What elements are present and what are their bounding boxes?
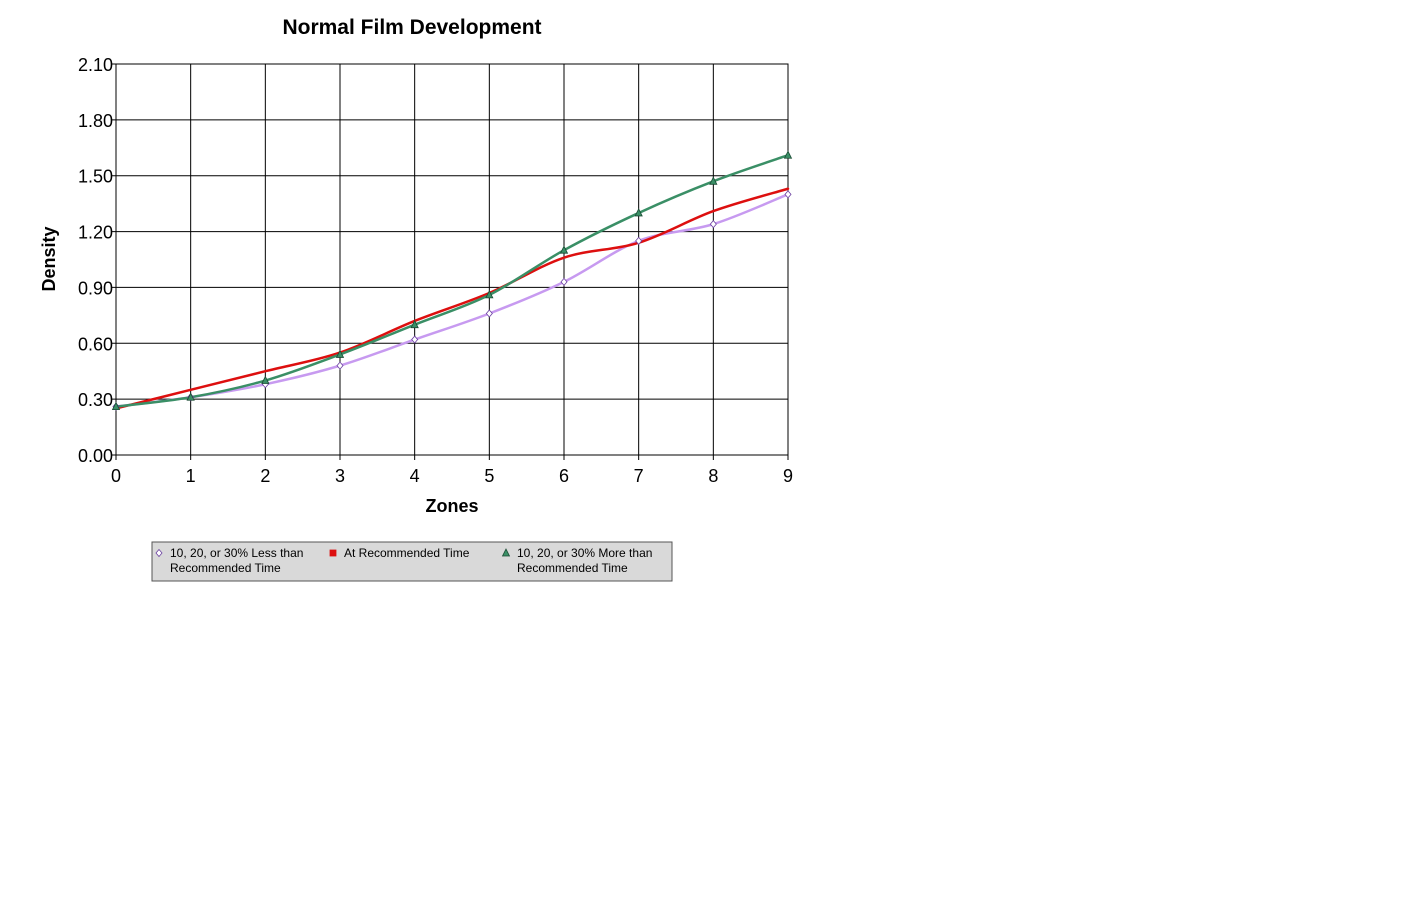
data-point-more-time: [111, 401, 121, 410]
data-point-more-time: [783, 150, 793, 159]
x-tick-label: 3: [335, 466, 345, 486]
x-axis-tick-labels: 0 1 2 3 4 5 6 7 8 9: [111, 466, 793, 486]
series-lines: [114, 153, 790, 410]
data-point-more-time: [559, 245, 569, 254]
legend-label-less-time: 10, 20, or 30% Less than: [170, 546, 303, 560]
data-point-less-time: [709, 220, 717, 229]
y-tick-label: 0.60: [78, 334, 113, 354]
series-markers: [111, 150, 793, 411]
y-tick-label: 1.80: [78, 111, 113, 131]
y-tick-label: 0.90: [78, 278, 113, 298]
y-tick-label: 0.00: [78, 446, 113, 466]
data-point-more-time: [485, 289, 494, 299]
legend-label-more-time: Recommended Time: [517, 561, 628, 575]
x-tick-label: 8: [708, 466, 718, 486]
y-tick-label: 1.20: [78, 223, 113, 243]
data-point-less-time: [784, 190, 792, 199]
x-tick-label: 0: [111, 466, 121, 486]
plot-area: [115, 63, 789, 456]
series-line-recommended-time: [114, 187, 790, 410]
x-tick-label: 7: [634, 466, 644, 486]
data-point-more-time: [634, 208, 643, 217]
data-point-less-time: [485, 309, 493, 318]
plot-grid: [111, 63, 789, 460]
y-axis-title: Density: [39, 226, 59, 291]
legend-marker-recommended-time: [329, 549, 337, 557]
data-point-less-time: [411, 335, 419, 344]
legend-label-less-time: Recommended Time: [170, 561, 281, 575]
series-line-less-time: [114, 193, 790, 408]
x-tick-label: 2: [260, 466, 270, 486]
x-tick-label: 6: [559, 466, 569, 486]
data-point-more-time: [335, 349, 345, 358]
x-axis-title: Zones: [425, 496, 478, 516]
x-tick-label: 4: [410, 466, 420, 486]
legend-marker-more-time: [501, 548, 511, 557]
legend-label-recommended-time: At Recommended Time: [344, 546, 470, 560]
chart-title: Normal Film Development: [282, 16, 541, 39]
y-tick-label: 2.10: [78, 55, 113, 75]
data-point-less-time: [560, 277, 568, 286]
data-point-less-time: [336, 361, 344, 370]
data-point-more-time: [709, 176, 718, 185]
data-point-more-time: [186, 392, 195, 401]
series-line-more-time: [114, 153, 790, 408]
x-tick-label: 9: [783, 466, 793, 486]
data-point-less-time: [635, 236, 643, 245]
x-tick-label: 5: [484, 466, 494, 486]
legend-marker-less-time: [155, 548, 163, 558]
data-point-more-time: [261, 375, 270, 384]
y-axis-tick-labels: 0.00 0.30 0.60 0.90 1.20 1.50 1.80 2.10: [78, 55, 113, 466]
legend-label-more-time: 10, 20, or 30% More than: [517, 546, 652, 560]
data-point-more-time: [410, 319, 419, 329]
y-tick-label: 0.30: [78, 390, 113, 410]
x-tick-label: 1: [186, 466, 196, 486]
y-tick-label: 1.50: [78, 167, 113, 187]
legend-box: [151, 541, 673, 582]
